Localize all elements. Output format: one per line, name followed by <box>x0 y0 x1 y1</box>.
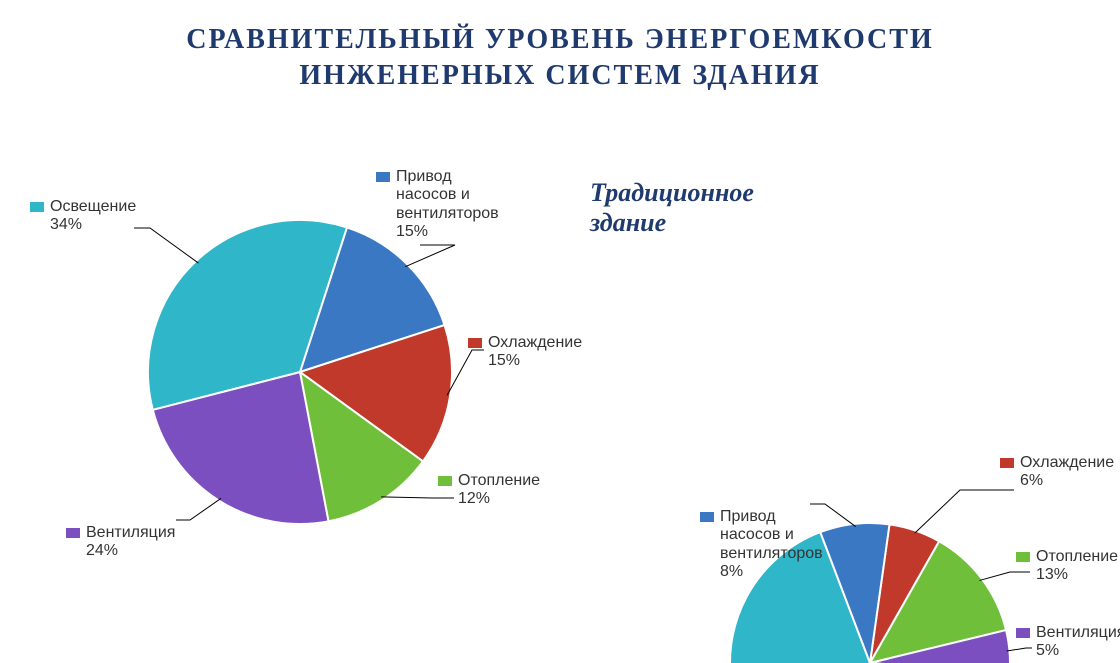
chart1-swatch-4 <box>30 202 44 212</box>
chart1-swatch-1 <box>468 338 482 348</box>
chart1-swatch-3 <box>66 528 80 538</box>
chart1-label-4: Освещение 34% <box>50 198 136 235</box>
pie-chart-secondary <box>0 0 1120 663</box>
chart1-label-1: Охлаждение 15% <box>488 334 582 371</box>
chart1-swatch-0 <box>376 172 390 182</box>
chart2-swatch-2 <box>1016 628 1030 638</box>
chart1-label-0: Привод насосов и вентиляторов 15% <box>396 168 499 242</box>
chart1-label-2: Отопление 12% <box>458 472 540 509</box>
chart2-swatch-0 <box>1000 458 1014 468</box>
chart2-label-4: Привод насосов и вентиляторов 8% <box>720 508 823 582</box>
chart1-swatch-2 <box>438 476 452 486</box>
chart2-swatch-4 <box>700 512 714 522</box>
chart2-label-2: Вентиляция 5% <box>1036 624 1120 661</box>
chart2-swatch-1 <box>1016 552 1030 562</box>
chart2-label-0: Охлаждение 6% <box>1020 454 1114 491</box>
chart2-label-1: Отопление 13% <box>1036 548 1118 585</box>
chart1-label-3: Вентиляция 24% <box>86 524 175 561</box>
